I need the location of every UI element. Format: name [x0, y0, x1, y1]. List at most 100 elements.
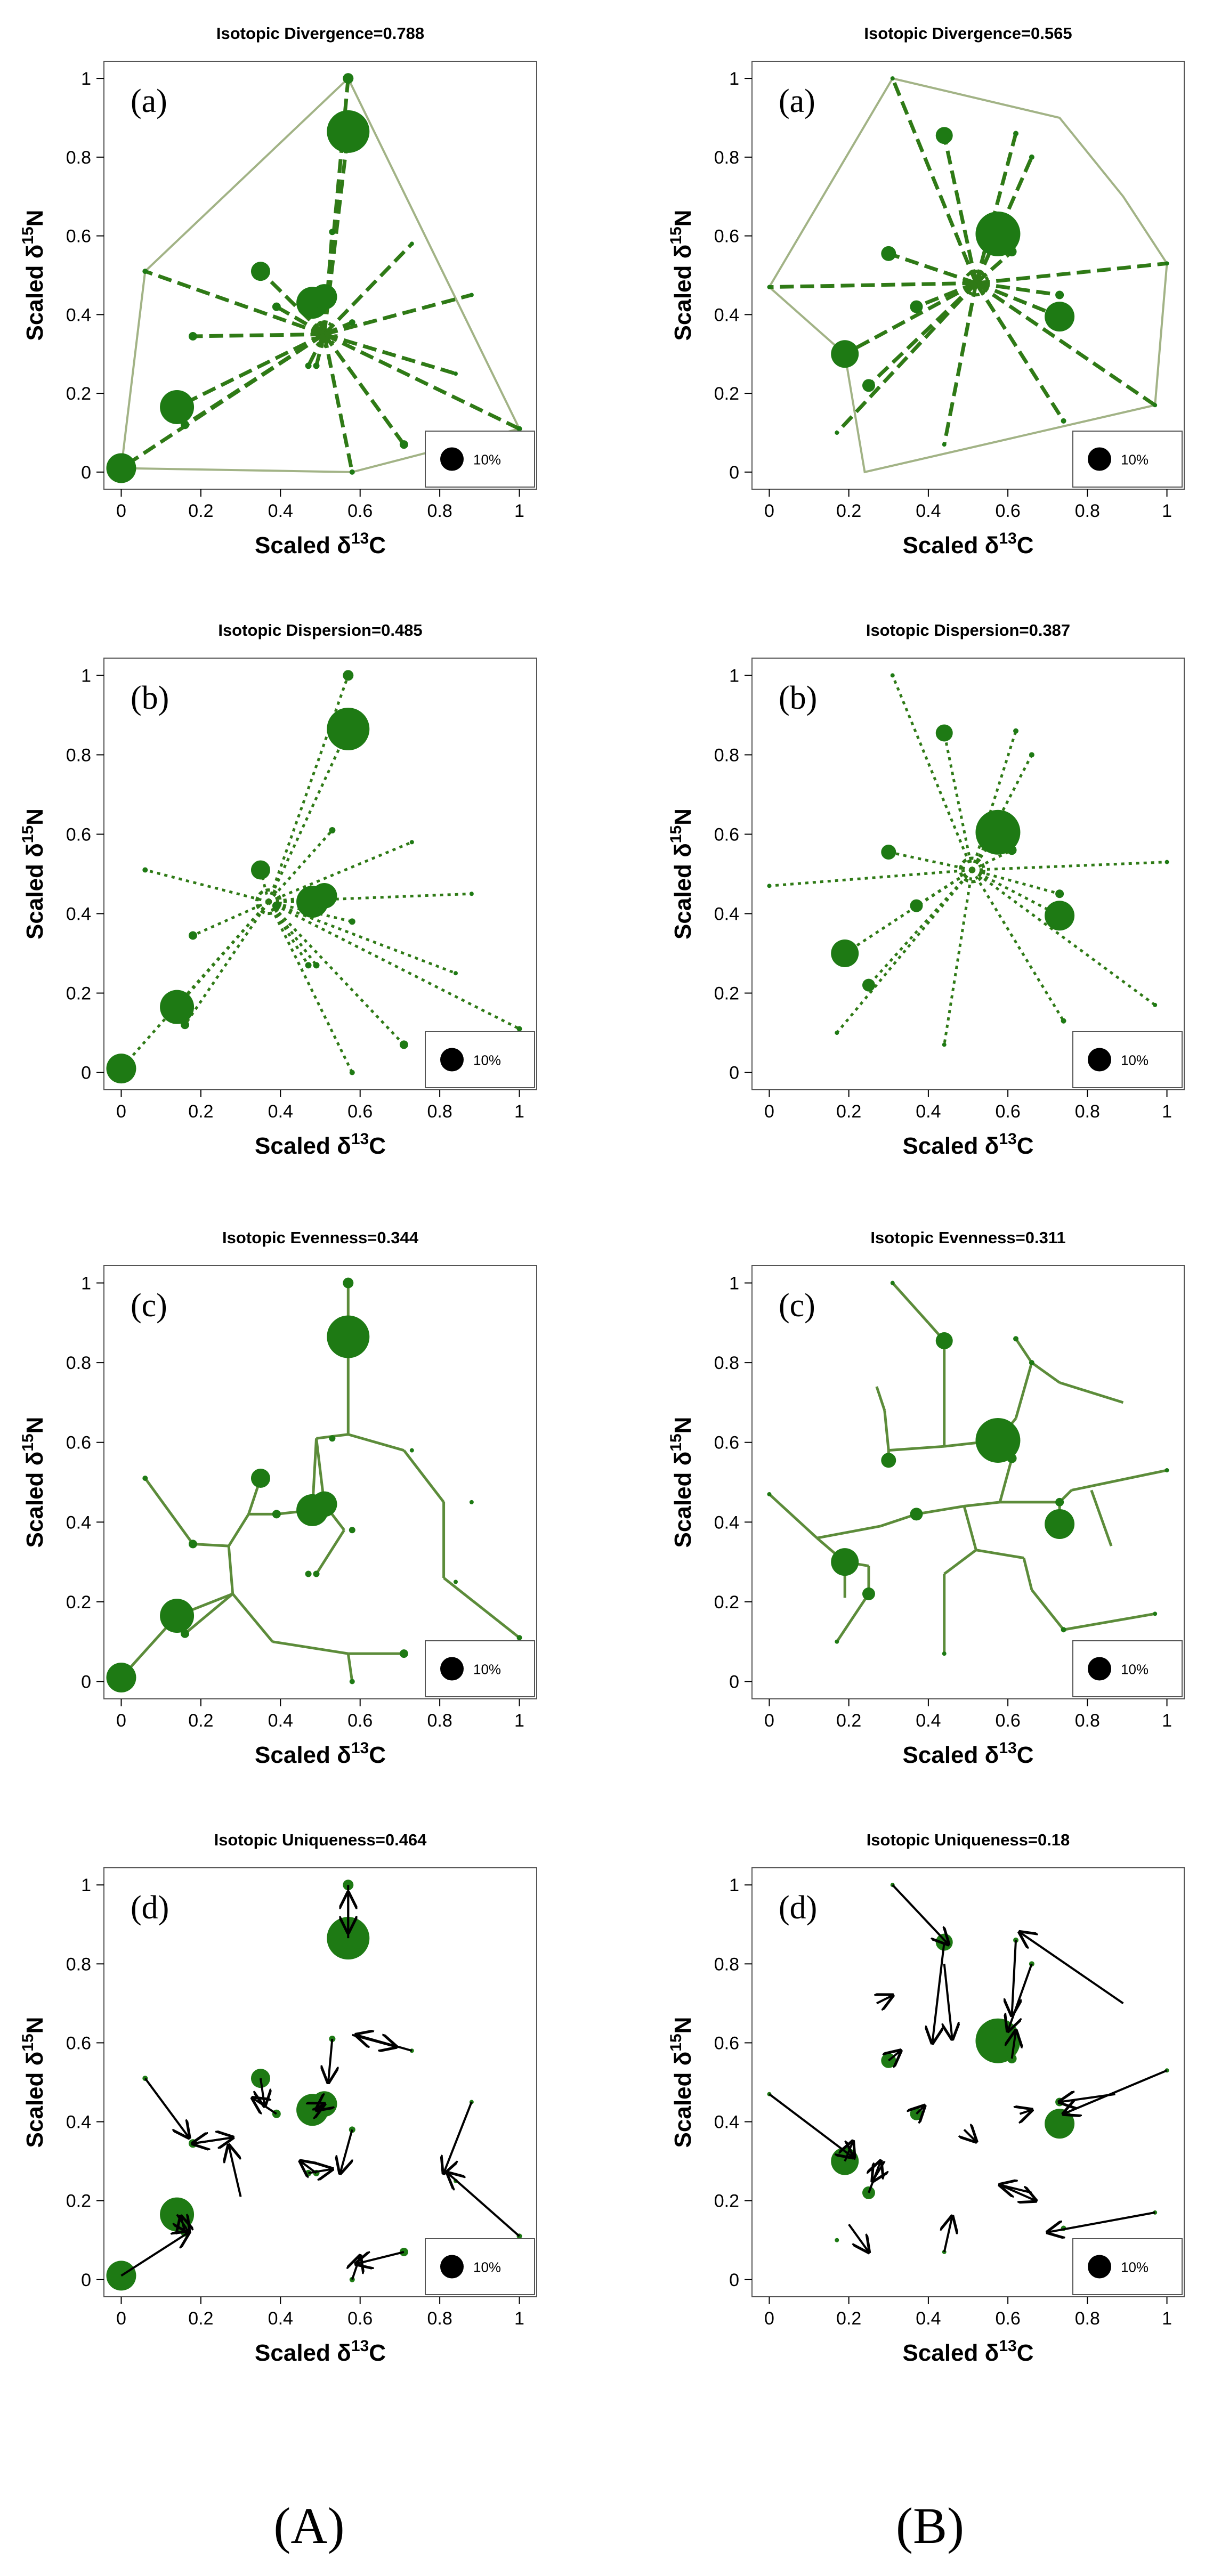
- x-axis-label-sup: 13: [999, 530, 1016, 547]
- uniqueness-arrow: [229, 2145, 242, 2197]
- data-point: [1007, 845, 1017, 855]
- plot-marks: [767, 1281, 1169, 1656]
- center-link: [972, 869, 1060, 895]
- x-tick-label: 0: [764, 1101, 774, 1122]
- x-axis-label-prefix: Scaled δ: [903, 1133, 999, 1159]
- plot-marks: [767, 76, 1169, 474]
- center-link: [324, 293, 472, 336]
- data-point: [1055, 290, 1064, 299]
- panel-title: Isotopic Uniqueness=0.464: [214, 1830, 427, 1849]
- center-link: [268, 900, 520, 1030]
- center-link: [267, 728, 350, 903]
- data-point: [862, 1587, 875, 1600]
- x-axis-label: Scaled δ13C: [903, 2337, 1034, 2366]
- uniqueness-arrow: [769, 2093, 853, 2157]
- x-tick-label: 1: [514, 1101, 524, 1122]
- tree-segment: [228, 1513, 250, 1547]
- uniqueness-arrow: [1012, 1940, 1016, 2015]
- legend-size-marker: [1088, 1048, 1111, 1072]
- panel-title: Isotopic Divergence=0.565: [864, 24, 1072, 43]
- y-tick-label: 1: [729, 69, 739, 89]
- center-link: [268, 900, 456, 975]
- data-point: [250, 860, 270, 880]
- center-link: [868, 869, 973, 986]
- x-tick-label: 0: [116, 1711, 126, 1731]
- y-axis-label-sup: 15: [667, 226, 685, 244]
- x-tick-label: 0.8: [1075, 501, 1100, 521]
- panel-letter: (a): [779, 83, 815, 119]
- center-link: [836, 869, 973, 1034]
- y-axis-label-sup: 15: [19, 1433, 37, 1451]
- uniqueness-arrow: [932, 1942, 945, 2043]
- x-axis-label-prefix: Scaled δ: [255, 1133, 351, 1159]
- tree-segment: [836, 1593, 870, 1643]
- data-point: [835, 1639, 839, 1644]
- data-point: [935, 1332, 953, 1349]
- plot-frame: [103, 61, 537, 490]
- data-point: [349, 469, 355, 475]
- uniqueness-arrow: [1020, 2110, 1031, 2113]
- data-point: [399, 1040, 408, 1049]
- x-tick-label: 0.8: [427, 1711, 452, 1731]
- x-axis-label-suffix: C: [1017, 1133, 1034, 1159]
- y-tick-label: 0.6: [714, 824, 739, 845]
- data-point: [327, 708, 370, 751]
- panel-title: Isotopic Evenness=0.311: [870, 1228, 1065, 1247]
- y-axis-label: Scaled δ15N: [19, 808, 48, 939]
- data-point: [975, 1417, 1021, 1463]
- y-axis-label-sup: 15: [19, 226, 37, 244]
- data-point: [343, 670, 354, 681]
- plot-marks: [767, 673, 1169, 1047]
- center-link: [891, 675, 974, 871]
- panel-letter: (d): [131, 1890, 169, 1926]
- tree-segment: [184, 1593, 234, 1635]
- y-axis-label-prefix: Scaled δ: [22, 1452, 48, 1548]
- x-axis-label: Scaled δ13C: [903, 530, 1034, 558]
- convex-hull: [120, 76, 521, 473]
- data-point: [313, 362, 320, 369]
- tree-segment: [1030, 1589, 1065, 1631]
- legend-size-marker: [440, 1657, 464, 1681]
- data-point: [329, 827, 336, 834]
- data-point: [910, 1508, 923, 1521]
- panel-B-c: Isotopic Evenness=0.311 (c) 0 0.2 0.4 0.6 0.8 1…: [667, 1228, 1185, 1768]
- legend-size-marker: [1088, 1657, 1111, 1681]
- x-axis-label-sup: 13: [999, 1130, 1016, 1148]
- center-link: [975, 281, 1157, 407]
- data-point: [142, 269, 148, 274]
- data-point: [409, 840, 414, 845]
- center-link: [916, 281, 977, 309]
- x-tick-label: 0: [116, 1101, 126, 1122]
- data-point: [1045, 2109, 1075, 2139]
- data-point: [935, 127, 953, 144]
- uniqueness-arrow: [848, 2223, 869, 2252]
- data-point: [272, 1510, 281, 1519]
- tree-segment: [943, 1549, 977, 1575]
- x-axis-label-suffix: C: [1017, 532, 1034, 558]
- data-point: [831, 939, 859, 968]
- x-tick-label: 0.6: [347, 1711, 373, 1731]
- center-link: [974, 282, 1065, 422]
- y-tick-label: 0: [81, 1672, 91, 1692]
- panel-B-d: Isotopic Uniqueness=0.18 (d) 0 0.2 0.4 0.6 0.8…: [667, 1830, 1185, 2366]
- tree-segment: [1014, 1338, 1033, 1364]
- data-point: [313, 1570, 320, 1577]
- uniqueness-arrow: [193, 2137, 233, 2143]
- tree-segment: [443, 1577, 521, 1639]
- x-tick-label: 0.4: [916, 501, 941, 521]
- x-tick-label: 0.6: [995, 2308, 1020, 2329]
- legend-size-marker: [440, 447, 464, 471]
- uniqueness-arrow: [999, 2184, 1036, 2201]
- y-axis-label-suffix: N: [670, 2017, 696, 2034]
- center-link: [916, 869, 973, 907]
- uniqueness-arrow: [308, 2169, 333, 2173]
- x-tick-label: 0.2: [188, 501, 213, 521]
- y-tick-label: 0.2: [714, 984, 739, 1004]
- y-tick-label: 0.4: [714, 2112, 739, 2133]
- x-tick-label: 0.4: [268, 2308, 293, 2329]
- data-point: [942, 442, 947, 447]
- panel-letter: (d): [779, 1890, 817, 1926]
- x-tick-label: 1: [1162, 1711, 1172, 1731]
- y-axis-label-prefix: Scaled δ: [22, 245, 48, 341]
